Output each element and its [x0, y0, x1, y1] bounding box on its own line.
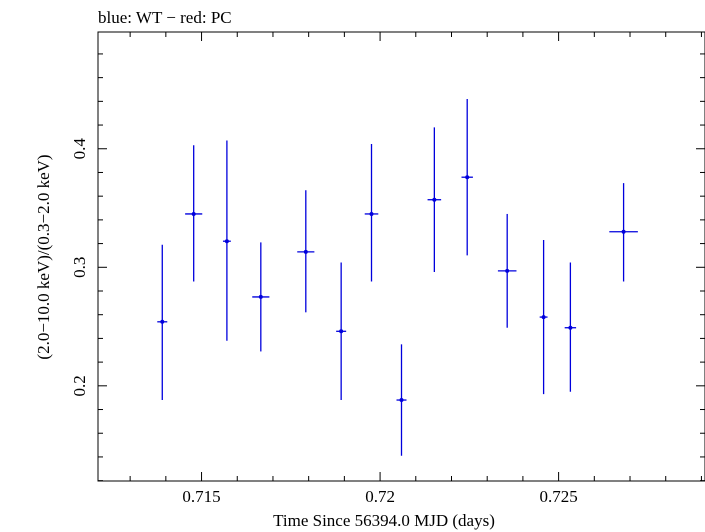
- data-point: [336, 262, 347, 401]
- data-point: [427, 127, 442, 273]
- data-point: [461, 98, 473, 256]
- data-point: [364, 144, 379, 282]
- data-point: [396, 344, 407, 456]
- data-point: [564, 262, 577, 392]
- x-axis: 0.715 0.72 0.725: [129, 32, 702, 506]
- x-axis-label: Time Since 56394.0 MJD (days): [273, 511, 495, 530]
- data-point: [252, 242, 270, 352]
- point-marker: [303, 249, 308, 254]
- x-tick-label: 0.72: [365, 487, 395, 506]
- point-marker: [432, 197, 437, 202]
- data-point: [185, 145, 203, 282]
- point-marker: [191, 211, 196, 216]
- plot-frame: [97, 31, 705, 482]
- point-marker: [339, 329, 344, 334]
- point-marker: [568, 325, 573, 330]
- point-marker: [224, 239, 229, 244]
- chart-title: blue: WT − red: PC: [98, 8, 232, 27]
- point-marker: [505, 268, 510, 273]
- y-axis-label: (2.0−10.0 keV)/(0.3−2.0 keV): [34, 154, 53, 359]
- point-marker: [621, 229, 626, 234]
- y-tick-label: 0.3: [70, 257, 89, 278]
- x-tick-label: 0.715: [182, 487, 220, 506]
- y-tick-label: 0.2: [70, 375, 89, 396]
- point-marker: [399, 398, 404, 403]
- data-point: [609, 183, 638, 282]
- y-axis: 0.2 0.3 0.4: [70, 53, 705, 482]
- point-marker: [369, 211, 374, 216]
- point-marker: [465, 175, 470, 180]
- data-point: [222, 140, 231, 341]
- point-marker: [258, 294, 263, 299]
- data-point: [297, 190, 315, 313]
- y-tick-label: 0.4: [70, 138, 89, 160]
- point-marker: [160, 319, 165, 324]
- data-points: [157, 98, 638, 456]
- data-point: [157, 244, 168, 401]
- point-marker: [541, 315, 546, 320]
- data-point: [497, 213, 517, 328]
- data-point: [539, 240, 548, 395]
- x-tick-label: 0.725: [539, 487, 577, 506]
